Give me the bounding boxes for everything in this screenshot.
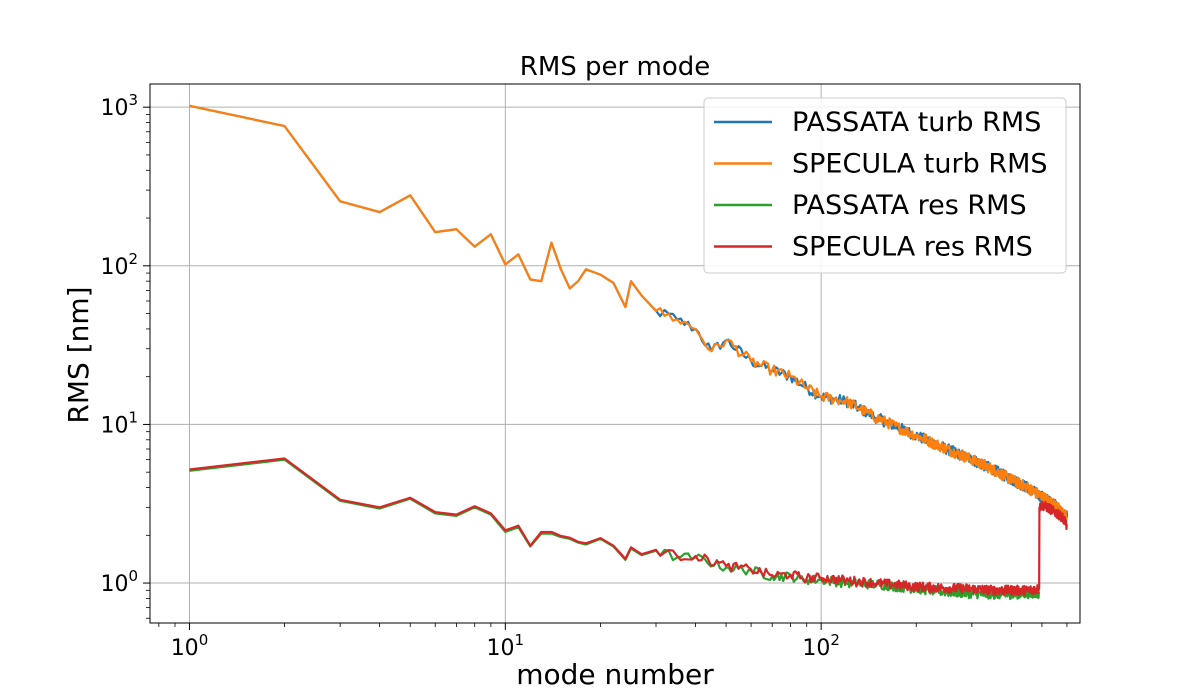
y-tick-label: 102 [100, 250, 138, 280]
legend: PASSATA turb RMS SPECULA turb RMS PASSATA … [703, 97, 1067, 274]
x-tick-label: 100 [171, 631, 209, 661]
series-line-specula-res-rms [189, 457, 1068, 597]
legend-label: PASSATA res RMS [792, 190, 1027, 221]
y-tick-label: 101 [100, 408, 138, 438]
x-axis-label: mode number [516, 658, 714, 691]
legend-label: SPECULA turb RMS [792, 149, 1048, 180]
y-tick-label: 103 [100, 91, 138, 121]
x-tick-label: 101 [487, 631, 525, 661]
axis-ticks: 100 101 102 100 101 102 103 [100, 91, 1068, 661]
chart-title: RMS per mode [520, 52, 710, 82]
series-lines [189, 104, 1069, 601]
series-line-specula-turb-rms [189, 104, 1068, 521]
x-tick-label: 102 [802, 631, 840, 661]
legend-label: SPECULA res RMS [792, 232, 1033, 263]
y-tick-label: 100 [100, 567, 138, 597]
legend-frame [703, 97, 1067, 274]
legend-label: PASSATA turb RMS [792, 107, 1041, 138]
plot-frame [149, 83, 1081, 624]
y-axis-label: RMS [nm] [62, 286, 95, 423]
